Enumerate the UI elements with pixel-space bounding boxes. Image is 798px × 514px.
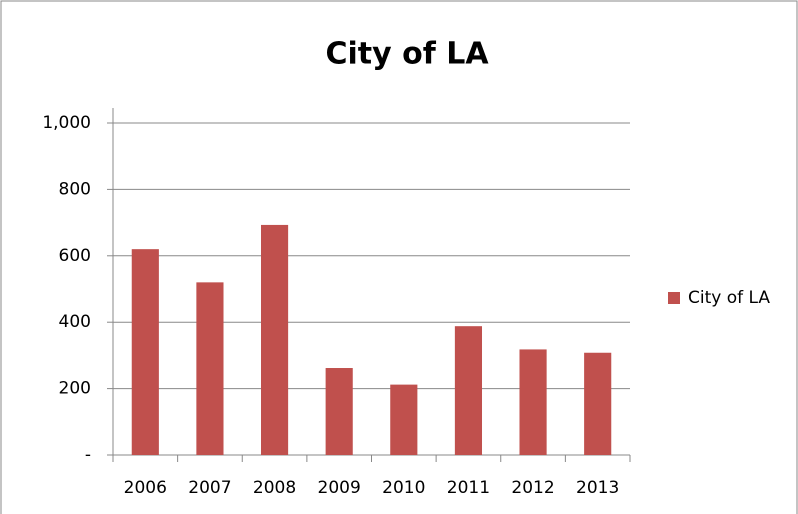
x-tick-label: 2011: [447, 478, 490, 498]
y-tick-label: 800: [59, 179, 91, 199]
bar: [454, 326, 483, 455]
y-tick-label: 200: [59, 379, 91, 399]
x-tick-label: 2012: [511, 478, 554, 498]
bar: [390, 384, 418, 455]
chart-title: City of LA: [325, 37, 489, 72]
x-tick-label: 2009: [318, 478, 361, 498]
y-tick-label: 600: [59, 246, 91, 266]
y-tick-label: 1,000: [42, 113, 91, 133]
x-tick-label: 2007: [188, 478, 231, 498]
bar: [584, 352, 612, 455]
bar: [325, 368, 353, 455]
bar: [260, 224, 289, 455]
x-tick-label: 2013: [576, 478, 619, 498]
y-tick-label: 400: [59, 312, 91, 332]
x-tick-label: 2008: [253, 478, 296, 498]
legend-label: City of LA: [688, 288, 770, 308]
bar: [519, 349, 547, 455]
x-tick-label: 2010: [382, 478, 425, 498]
legend-swatch: [668, 292, 680, 304]
bar: [196, 282, 224, 455]
y-tick-label: -: [85, 445, 91, 465]
bar: [131, 249, 159, 455]
x-tick-label: 2006: [124, 478, 167, 498]
